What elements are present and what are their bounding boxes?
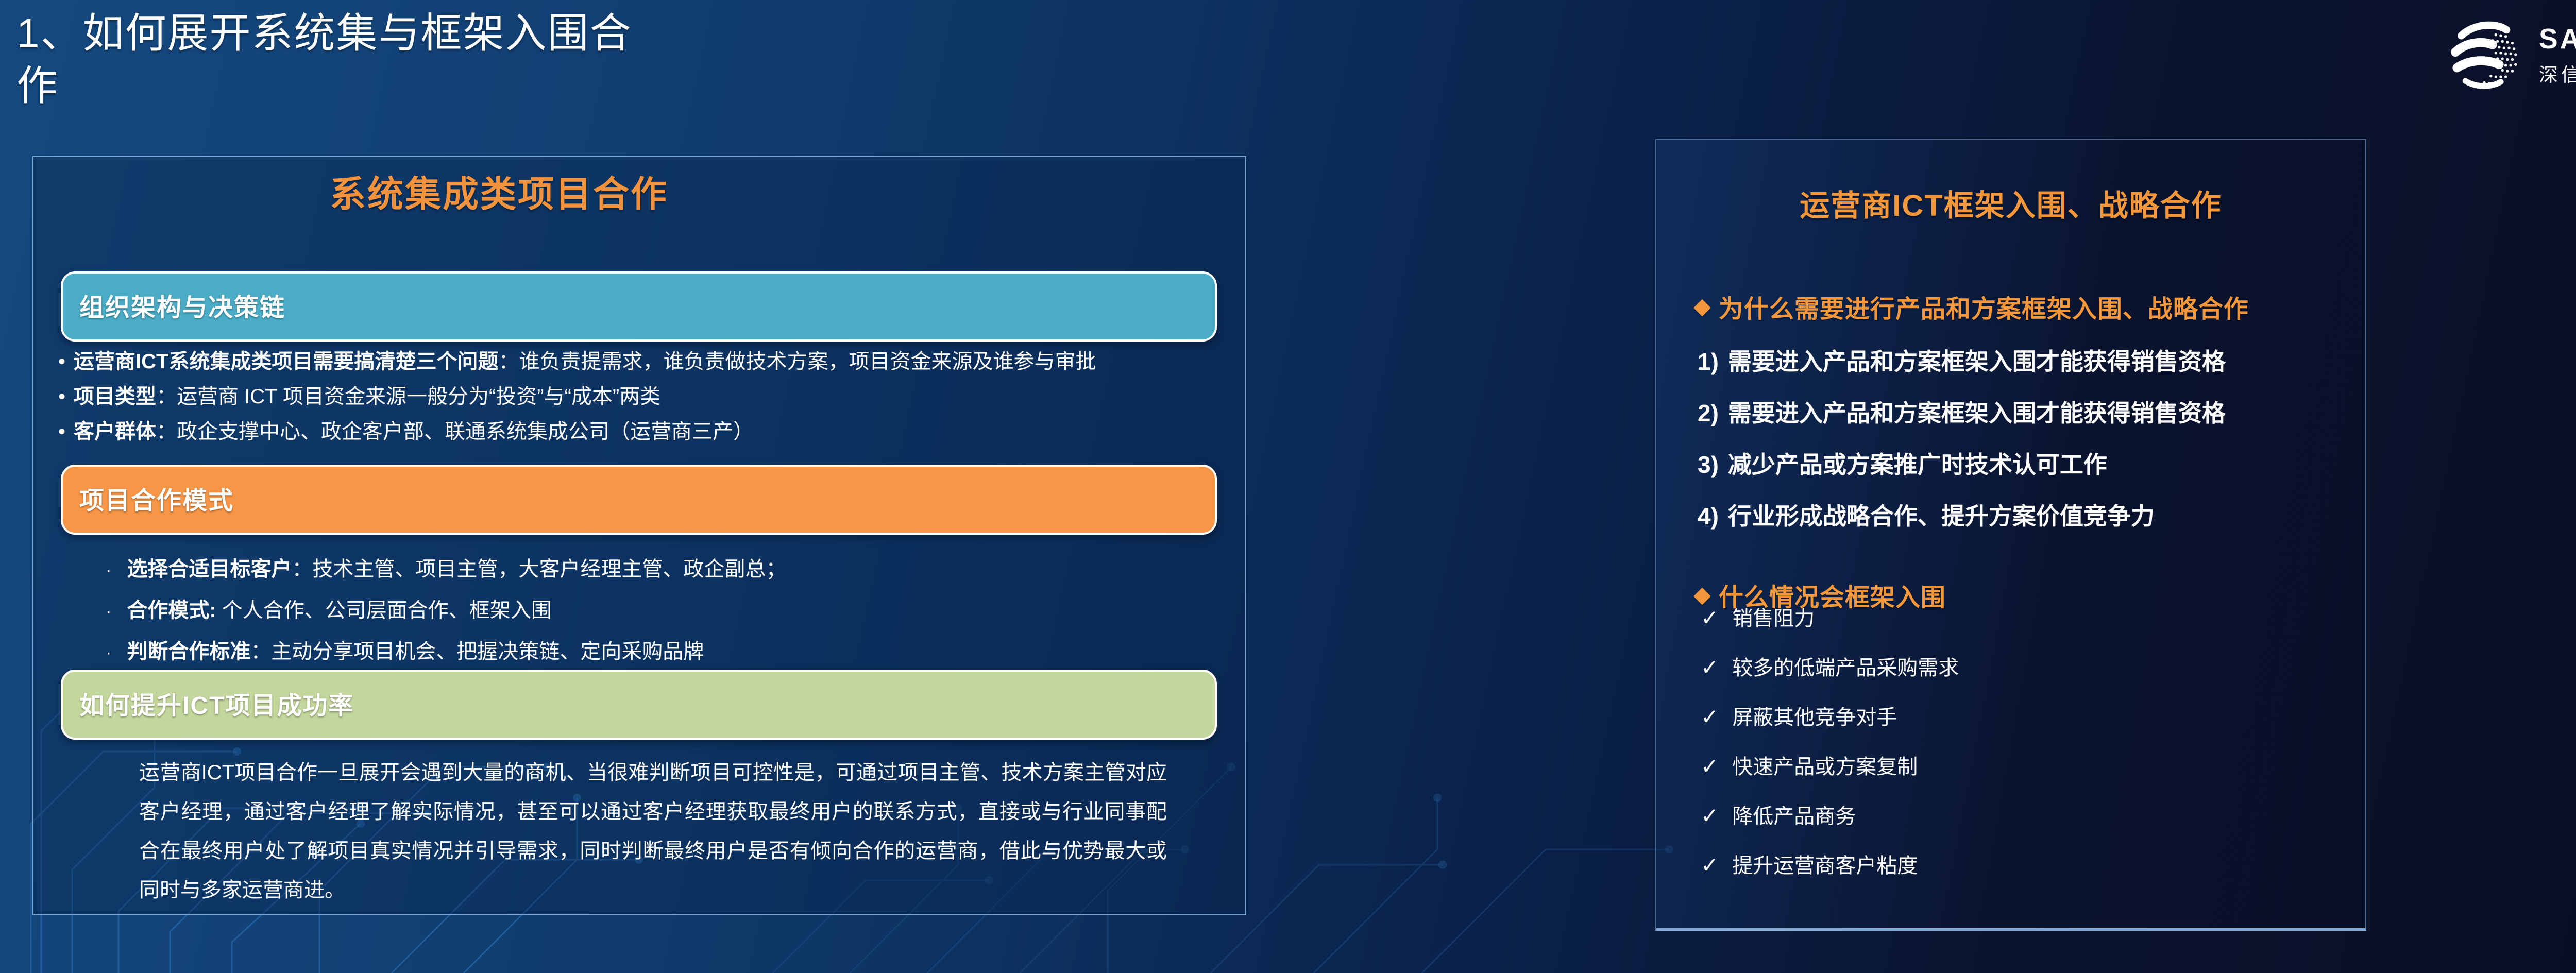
bullet-text: ：技术主管、项目主管，大客户经理主管、政企副总； <box>292 558 787 581</box>
check-text: 提升运营商客户粘度 <box>1732 855 1918 877</box>
diamond-icon: ◆ <box>1693 294 1711 319</box>
check-text: 销售阻力 <box>1732 607 1815 630</box>
check-icon: ✓ <box>1701 705 1719 729</box>
bullet-icon: • <box>58 420 66 443</box>
section-header-org-decision-chain: 组织架构与决策链 <box>61 271 1217 342</box>
diamond-icon: ◆ <box>1693 582 1711 607</box>
check-text: 屏蔽其他竞争对手 <box>1732 706 1897 729</box>
item-text: 需要进入产品和方案框架入围才能获得销售资格 <box>1727 348 2226 375</box>
check-text: 快速产品或方案复制 <box>1732 756 1918 778</box>
bullet-icon: · <box>106 560 112 580</box>
item-number: 1) <box>1698 348 1719 375</box>
right-panel: 运营商ICT框架入围、战略合作 ◆ 为什么需要进行产品和方案框架入围、战略合作 … <box>1655 139 2366 931</box>
section-header-label: 项目合作模式 <box>79 487 234 515</box>
when-framework-checklist: ✓ 销售阻力 ✓ 较多的低端产品采购需求 ✓ 屏蔽其他竞争对手 ✓ 快速产品或方案复制 … <box>1701 606 1959 902</box>
section-header-label: 如何提升ICT项目成功率 <box>79 692 354 720</box>
bullet-icon: • <box>58 350 66 373</box>
numbered-item: 4) 行业形成战略合作、提升方案价值竞争力 <box>1698 503 2226 529</box>
item-number: 3) <box>1698 451 1719 478</box>
logo-wordmark: SANGFOR <box>2539 23 2576 55</box>
check-icon: ✓ <box>1701 804 1719 828</box>
numbered-item: 2) 需要进入产品和方案框架入围才能获得销售资格 <box>1698 400 2226 426</box>
bullet-lead: 客户群体 <box>74 420 157 443</box>
section-header-cooperation-mode: 项目合作模式 <box>61 465 1217 535</box>
sangfor-logo: SANGFOR 深信服科技 <box>2443 13 2576 96</box>
bullet-lead: 运营商ICT系统集成类项目需要搞清楚三个问题 <box>74 350 499 373</box>
numbered-item: 1) 需要进入产品和方案框架入围才能获得销售资格 <box>1698 349 2226 374</box>
numbered-item: 3) 减少产品或方案推广时技术认可工作 <box>1698 452 2226 477</box>
section-header-ict-success-rate: 如何提升ICT项目成功率 <box>61 670 1217 740</box>
bullet-item: • 运营商ICT系统集成类项目需要搞清楚三个问题：谁负责提需求，谁负责做技术方案，… <box>58 350 1233 373</box>
item-number: 2) <box>1698 400 1719 426</box>
logo-text: SANGFOR 深信服科技 <box>2539 22 2576 87</box>
bullet-text: ：主动分享项目机会、把握决策链、定向采购品牌 <box>250 640 704 663</box>
why-framework-heading: ◆ 为什么需要进行产品和方案框架入围、战略合作 <box>1693 288 2249 325</box>
item-text: 行业形成战略合作、提升方案价值竞争力 <box>1727 503 2155 530</box>
check-item: ✓ 较多的低端产品采购需求 <box>1701 655 1959 680</box>
bullet-text: ：谁负责提需求，谁负责做技术方案，项目资金来源及谁参与审批 <box>498 350 1096 373</box>
when-framework-heading: ◆ 什么情况会框架入围 <box>1693 577 1946 613</box>
cooperation-mode-bullet-list: · 选择合适目标客户：技术主管、项目主管，大客户经理主管、政企副总； · 合作模式:… <box>106 557 1234 681</box>
check-icon: ✓ <box>1701 754 1719 778</box>
bullet-item: · 判断合作标准：主动分享项目机会、把握决策链、定向采购品牌 <box>106 640 1234 664</box>
item-text: 减少产品或方案推广时技术认可工作 <box>1727 451 2107 478</box>
logo-subtitle: 深信服科技 <box>2539 64 2576 86</box>
check-item: ✓ 销售阻力 <box>1701 606 1959 631</box>
bullet-text: ：运营商 ICT 项目资金来源一般分为“投资”与“成本”两类 <box>156 385 661 408</box>
bullet-text: ：政企支撑中心、政企客户部、联通系统集成公司（运营商三产） <box>156 420 754 443</box>
right-panel-title: 运营商ICT框架入围、战略合作 <box>1800 189 2222 223</box>
check-item: ✓ 快速产品或方案复制 <box>1701 754 1959 779</box>
check-icon: ✓ <box>1701 853 1719 877</box>
check-item: ✓ 降低产品商务 <box>1701 804 1959 829</box>
section-header-label: 组织架构与决策链 <box>79 294 286 321</box>
check-text: 降低产品商务 <box>1732 805 1856 828</box>
check-text: 较多的低端产品采购需求 <box>1732 657 1959 679</box>
bullet-item: • 项目类型：运营商 ICT 项目资金来源一般分为“投资”与“成本”两类 <box>58 385 1233 408</box>
bullet-lead: 合作模式: <box>127 599 216 622</box>
bullet-icon: · <box>106 643 112 662</box>
check-icon: ✓ <box>1701 606 1719 630</box>
check-item: ✓ 屏蔽其他竞争对手 <box>1701 705 1959 730</box>
bullet-lead: 判断合作标准 <box>127 640 251 663</box>
bullet-icon: • <box>58 385 66 408</box>
check-item: ✓ 提升运营商客户粘度 <box>1701 853 1959 878</box>
bullet-item: • 客户群体：政企支撑中心、政企客户部、联通系统集成公司（运营商三产） <box>58 420 1233 443</box>
heading-text: 为什么需要进行产品和方案框架入围、战略合作 <box>1718 296 2249 323</box>
check-icon: ✓ <box>1701 655 1719 679</box>
bullet-lead: 选择合适目标客户 <box>127 558 292 581</box>
heading-text: 什么情况会框架入围 <box>1718 584 1946 611</box>
org-decision-bullet-list: • 运营商ICT系统集成类项目需要搞清楚三个问题：谁负责提需求，谁负责做技术方案，… <box>58 350 1233 455</box>
ict-success-paragraph: 运营商ICT项目合作一旦展开会遇到大量的商机、当很难判断项目可控性是，可通过项目… <box>139 761 1167 901</box>
left-panel-title: 系统集成类项目合作 <box>330 174 668 214</box>
bullet-icon: · <box>106 602 112 621</box>
item-number: 4) <box>1698 503 1719 530</box>
bullet-lead: 项目类型 <box>74 385 157 408</box>
page-title: 1、如何展开系统集与框架入围合作 <box>16 10 632 109</box>
item-text: 需要进入产品和方案框架入围才能获得销售资格 <box>1727 400 2226 426</box>
left-panel: 系统集成类项目合作 组织架构与决策链 • 运营商ICT系统集成类项目需要搞清楚三个… <box>32 156 1246 915</box>
bullet-item: · 合作模式: 个人合作、公司层面合作、框架入围 <box>106 599 1234 623</box>
bullet-text: 个人合作、公司层面合作、框架入围 <box>216 599 552 622</box>
globe-icon <box>2451 21 2517 89</box>
why-framework-list: 1) 需要进入产品和方案框架入围才能获得销售资格 2) 需要进入产品和方案框架入围才… <box>1698 349 2226 555</box>
bullet-item: · 选择合适目标客户：技术主管、项目主管，大客户经理主管、政企副总； <box>106 557 1234 582</box>
